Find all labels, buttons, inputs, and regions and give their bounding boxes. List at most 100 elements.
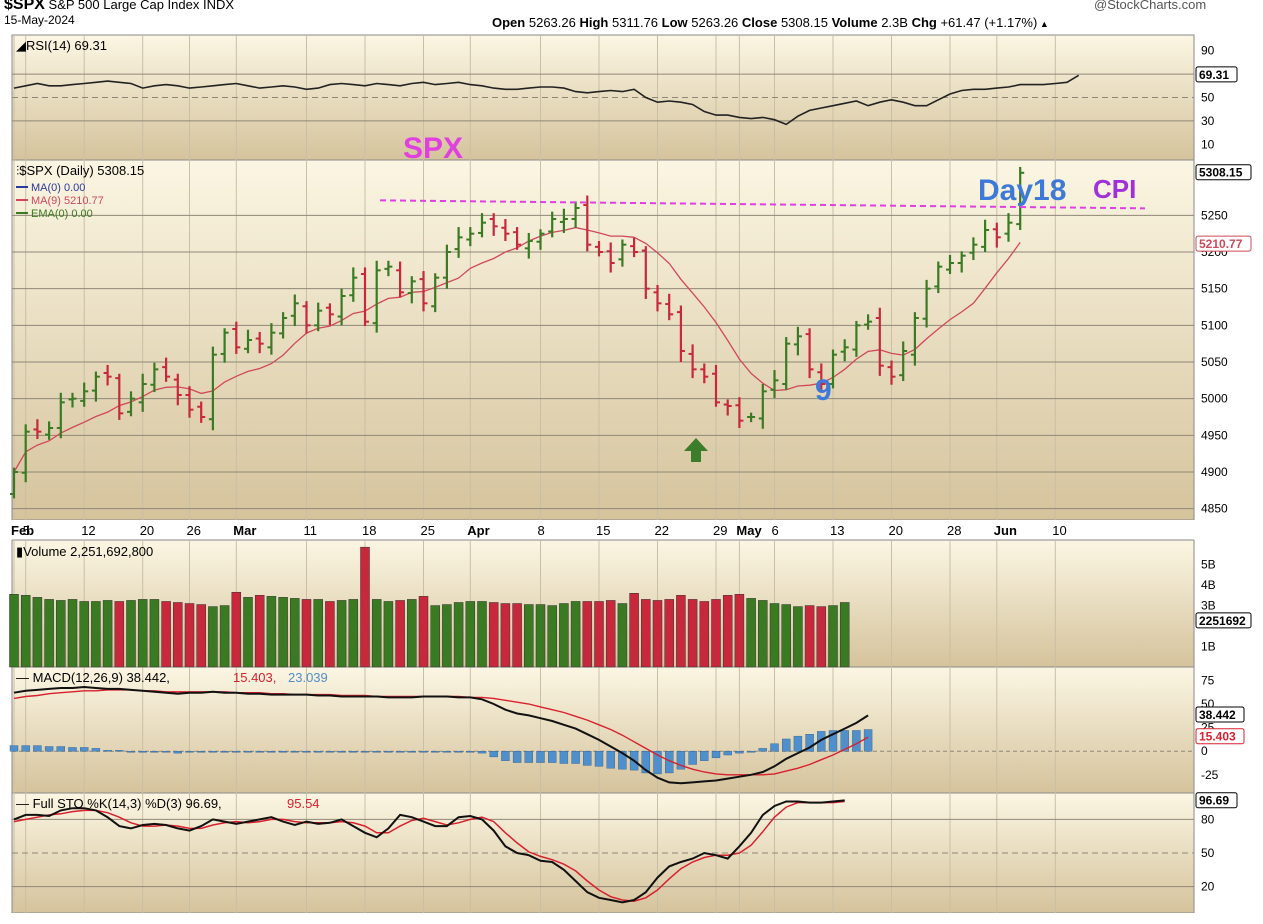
volume-y-tick: 5B xyxy=(1201,558,1216,572)
exchange: INDX xyxy=(203,0,235,12)
macd-histogram-bar xyxy=(255,751,264,753)
rsi-value-tag-box xyxy=(1195,66,1238,83)
macd-hist-label: 23.039 xyxy=(288,670,328,685)
up-triangle-icon: ▲ xyxy=(1037,19,1049,29)
macd-histogram-bar xyxy=(208,751,218,753)
date-tick-label: Jun xyxy=(994,523,1017,538)
volume-panel: ▮Volume 2,251,692,800 xyxy=(9,544,850,668)
macd-y-tick: 75 xyxy=(1201,673,1215,687)
volume-bar xyxy=(208,606,218,668)
date-tick-label: 12 xyxy=(81,523,95,538)
rsi-line xyxy=(13,74,1080,126)
macd-y-tick: 0 xyxy=(1201,744,1208,758)
high-label: High xyxy=(579,15,609,30)
macd-histogram-bar xyxy=(349,751,358,753)
date-tick-label: 25 xyxy=(421,523,435,538)
bottom-axis-band xyxy=(0,913,1263,924)
date-axis-band xyxy=(0,520,1263,540)
volume-bar xyxy=(161,601,171,668)
volume-bar xyxy=(641,599,651,668)
price-close-tag-box xyxy=(1195,164,1252,181)
macd-signal-tag: 15.403 xyxy=(1199,730,1236,744)
price-y-tick: 4850 xyxy=(1201,502,1228,516)
macd-histogram-bar xyxy=(559,751,569,764)
macd-histogram-bar xyxy=(419,751,428,753)
volume-bar xyxy=(594,601,604,668)
macd-histogram-bar xyxy=(243,751,253,753)
macd-histogram-bar xyxy=(489,751,498,758)
sto-d-line xyxy=(13,800,845,902)
volume-bar xyxy=(453,602,464,668)
volume-bar xyxy=(547,605,557,668)
ticker-symbol[interactable]: $SPX xyxy=(4,0,45,13)
ma9-value-tag: 5210.77 xyxy=(1199,237,1243,251)
date-tick-label: 18 xyxy=(362,523,376,538)
sto-value-tag-box xyxy=(1195,792,1238,809)
price-label: ⫶$SPX (Daily) 5308.15 xyxy=(16,163,144,178)
price-y-tick: 4900 xyxy=(1201,465,1228,479)
macd-histogram-bar xyxy=(33,745,42,752)
open-label: Open xyxy=(492,15,526,30)
stockcharts-logo[interactable]: @StockCharts.com xyxy=(1094,0,1207,12)
volume-bar xyxy=(173,602,183,668)
volume-value: 2.3B xyxy=(881,15,908,30)
volume-bar xyxy=(465,601,476,668)
macd-histogram-bar xyxy=(454,751,463,753)
volume-bar xyxy=(839,602,850,668)
volume-value-tag-box xyxy=(1195,612,1252,629)
legend-entry: MA(0) 0.00 xyxy=(31,182,85,194)
macd-histogram-bar xyxy=(852,730,861,752)
volume-bar xyxy=(44,599,54,668)
price-panel: SPX Day18 CPI 9 ⫶$SPX (Daily) 5308.15 MA(0) 0… xyxy=(10,132,1194,510)
volume-bar xyxy=(184,603,195,668)
macd-histogram-bar xyxy=(278,751,288,753)
volume-bar xyxy=(290,598,300,668)
macd-histogram-bar xyxy=(79,747,89,752)
sto-k-line xyxy=(13,799,845,904)
date-tick-label: 6 xyxy=(772,523,779,538)
macd-histogram-bar xyxy=(466,751,475,753)
macd-histogram-bar xyxy=(337,751,346,753)
macd-y-tick: -25 xyxy=(1201,768,1219,782)
macd-histogram-bar xyxy=(512,751,522,763)
volume-bar xyxy=(418,596,429,668)
volume-bar xyxy=(570,601,581,668)
date-tick-label: Feb xyxy=(11,523,34,538)
volume-bar xyxy=(395,600,405,668)
macd-histogram-bar xyxy=(185,751,194,753)
date-tick-label: 11 xyxy=(304,523,318,538)
macd-histogram-bar xyxy=(501,751,510,761)
macd-histogram-bar xyxy=(700,751,709,761)
macd-signal-label: 15.403, xyxy=(233,670,276,685)
macd-histogram-bar xyxy=(711,751,721,759)
volume-bar xyxy=(804,605,815,668)
close-value: 5308.15 xyxy=(780,15,828,30)
rsi-y-tick: 50 xyxy=(1201,91,1215,105)
macd-signal-tag-box xyxy=(1195,728,1245,745)
volume-bar xyxy=(687,599,698,668)
macd-line xyxy=(13,685,869,785)
macd-histogram-bar xyxy=(805,734,814,752)
change-label: Chg xyxy=(911,15,937,30)
volume-bar xyxy=(9,594,19,668)
sto-y-tick: 50 xyxy=(1201,846,1215,860)
macd-histogram-bar xyxy=(442,751,452,753)
macd-histogram-bar xyxy=(676,751,686,770)
rsi-y-tick: 90 xyxy=(1201,44,1215,58)
macd-histogram-bar xyxy=(606,751,615,769)
macd-histogram-bar xyxy=(431,751,440,753)
macd-histogram-bar xyxy=(267,751,276,753)
macd-histogram-bar xyxy=(571,751,580,764)
price-y-tick: 5050 xyxy=(1201,355,1228,369)
volume-bar xyxy=(102,600,113,668)
volume-bar xyxy=(758,600,768,668)
price-close-tag: 5308.15 xyxy=(1199,166,1243,180)
macd-histogram-bar xyxy=(618,751,627,770)
date-tick-label: 13 xyxy=(830,523,844,538)
macd-histogram-bar xyxy=(653,751,662,775)
volume-bar xyxy=(20,595,31,668)
date-tick-label: 20 xyxy=(140,523,154,538)
date-tick-label: 15 xyxy=(596,523,610,538)
sto-label: — Full STO %K(14,3) %D(3) 96.69, xyxy=(16,796,222,811)
volume-bar xyxy=(114,601,125,668)
